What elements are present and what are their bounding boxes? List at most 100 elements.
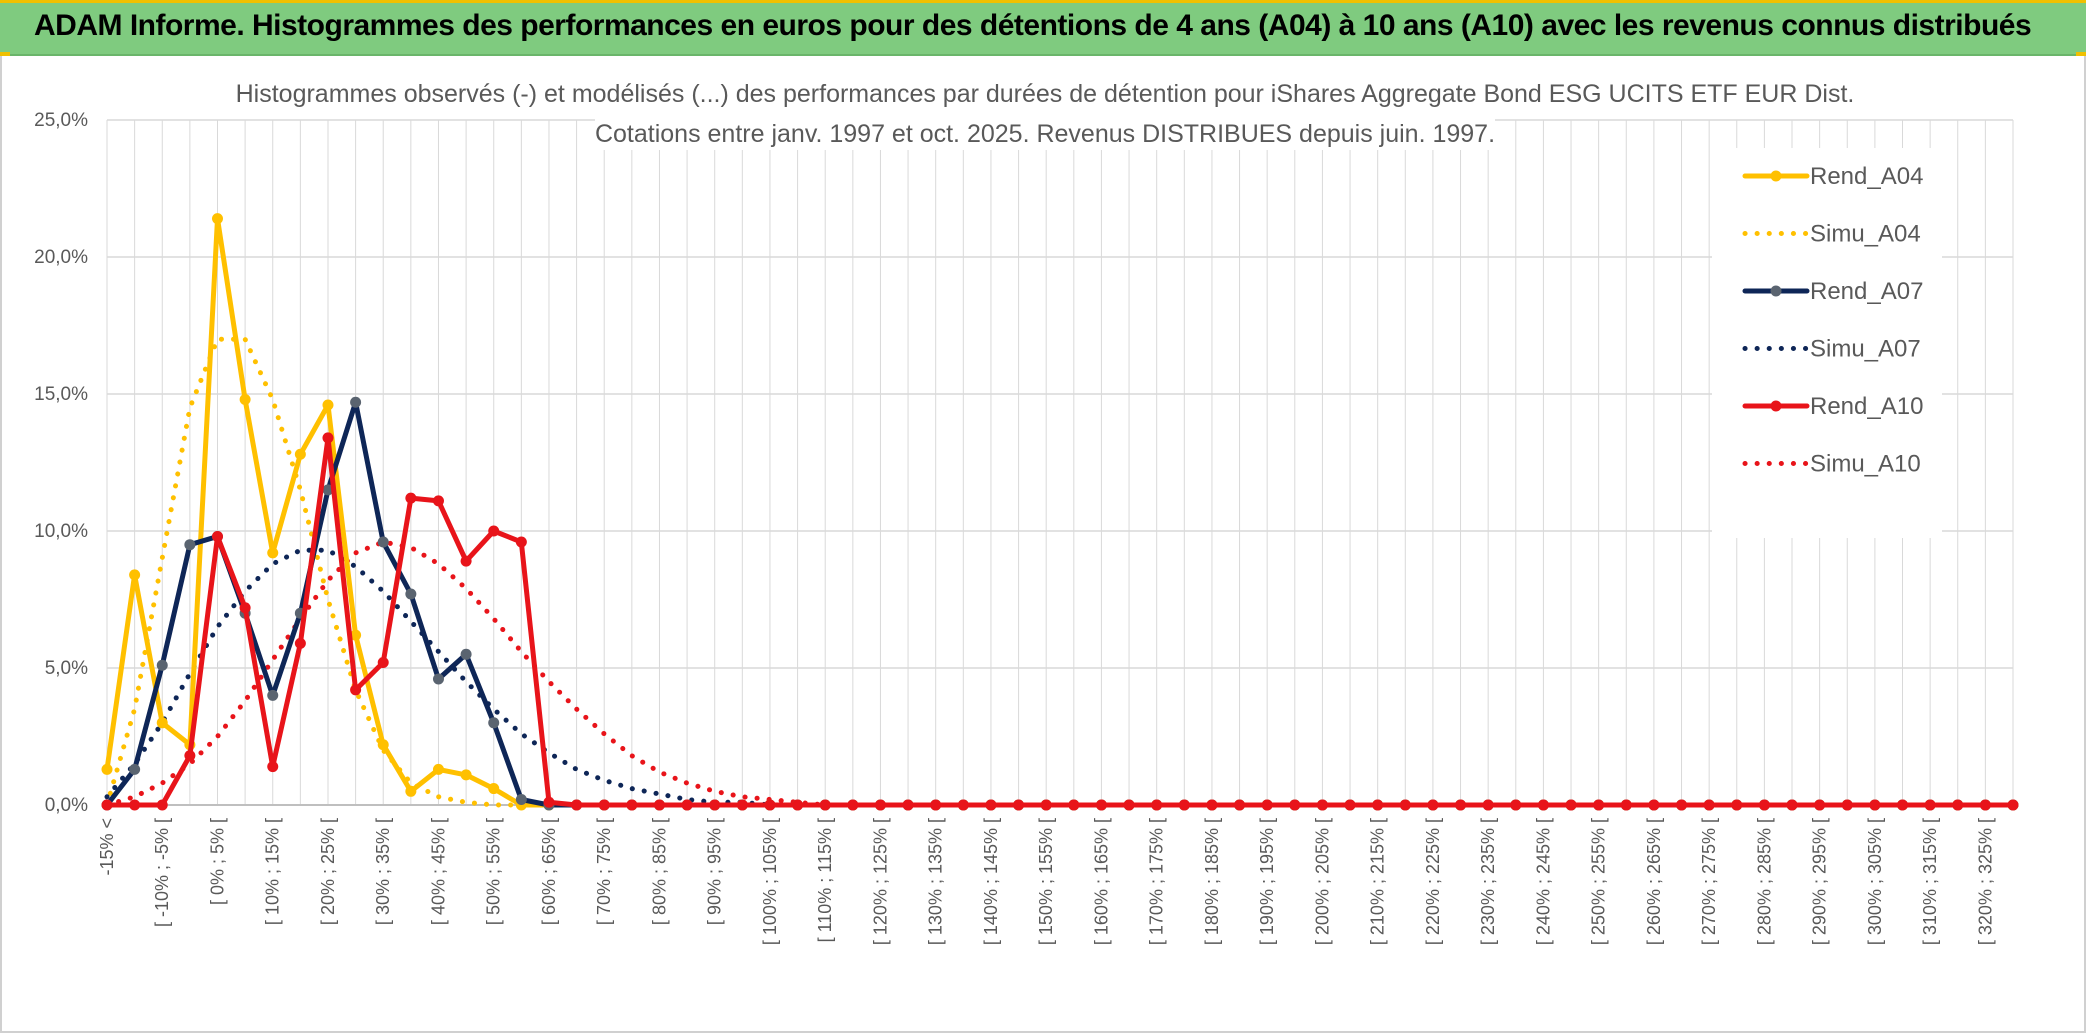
data-point-rend-a04 <box>294 448 306 460</box>
x-tick-label: [ 290% ; 295% [ <box>1810 818 1830 945</box>
chart-title-background <box>255 74 1835 110</box>
x-tick-label: [ 280% ; 285% [ <box>1754 818 1774 945</box>
legend-label-simu-a07: Simu_A07 <box>1810 336 1921 363</box>
legend-marker-rend-a10 <box>1770 400 1782 412</box>
x-tick-label: [ 150% ; 155% [ <box>1036 818 1056 945</box>
x-tick-label: [ 260% ; 265% [ <box>1644 818 1664 945</box>
x-tick-label: [ 230% ; 235% [ <box>1478 818 1498 945</box>
data-point-rend-a10 <box>294 637 306 649</box>
data-point-rend-a04 <box>350 629 362 641</box>
data-point-rend-a10 <box>488 525 500 537</box>
data-point-rend-a10 <box>432 495 444 507</box>
x-tick-label: [ 30% ; 35% [ <box>373 818 393 925</box>
data-point-rend-a10 <box>405 492 417 504</box>
data-point-rend-a10 <box>1178 799 1190 811</box>
data-point-rend-a10 <box>1869 799 1881 811</box>
data-point-rend-a07 <box>460 648 472 660</box>
x-tick-label: [ 140% ; 145% [ <box>981 818 1001 945</box>
data-point-rend-a10 <box>239 602 251 614</box>
report-title: ADAM Informe. Histogrammes des performan… <box>34 9 2032 42</box>
data-point-rend-a07 <box>405 588 417 600</box>
data-point-rend-a04 <box>267 547 279 559</box>
x-tick-label: [ -10% ; -5% [ <box>152 818 172 927</box>
x-tick-label: [ 180% ; 185% [ <box>1202 818 1222 945</box>
data-point-rend-a10 <box>930 799 942 811</box>
x-tick-label: [ 0% ; 5% [ <box>207 818 227 905</box>
data-point-rend-a10 <box>1676 799 1688 811</box>
x-tick-label: [ 10% ; 15% [ <box>263 818 283 925</box>
data-point-rend-a10 <box>1261 799 1273 811</box>
data-point-rend-a10 <box>736 799 748 811</box>
x-tick-label: [ 200% ; 205% [ <box>1312 818 1332 945</box>
chart-title-background <box>595 114 1495 150</box>
data-point-rend-a10 <box>1565 799 1577 811</box>
data-point-rend-a10 <box>874 799 886 811</box>
data-point-rend-a10 <box>1316 799 1328 811</box>
report-banner: ADAM Informe. Histogrammes des performan… <box>0 0 2086 56</box>
chart-title-line: Histogrammes observés (-) et modélisés (… <box>236 80 1855 108</box>
series-line-simu-a07 <box>104 547 2016 808</box>
data-point-rend-a10 <box>1510 799 1522 811</box>
data-point-rend-a10 <box>626 799 638 811</box>
data-point-rend-a04 <box>460 769 472 781</box>
data-point-rend-a10 <box>1593 799 1605 811</box>
x-tick-label: [ 100% ; 105% [ <box>760 818 780 945</box>
data-point-rend-a10 <box>653 799 665 811</box>
data-point-rend-a10 <box>571 799 583 811</box>
data-point-rend-a10 <box>1344 799 1356 811</box>
data-point-rend-a10 <box>322 432 334 444</box>
data-point-rend-a10 <box>101 799 113 811</box>
data-point-rend-a10 <box>709 799 721 811</box>
x-tick-label: [ 300% ; 305% [ <box>1865 818 1885 945</box>
x-tick-label: [ 270% ; 275% [ <box>1699 818 1719 945</box>
data-point-rend-a10 <box>957 799 969 811</box>
legend-label-simu-a04: Simu_A04 <box>1810 221 1921 248</box>
legend-label-rend-a07: Rend_A07 <box>1810 278 1923 305</box>
data-point-rend-a10 <box>1482 799 1494 811</box>
data-point-rend-a04 <box>129 569 141 581</box>
data-point-rend-a10 <box>267 761 279 773</box>
data-point-rend-a04 <box>405 785 417 797</box>
data-point-rend-a10 <box>1814 799 1826 811</box>
data-point-rend-a10 <box>211 530 223 542</box>
data-point-rend-a10 <box>377 657 389 669</box>
x-tick-label: [ 90% ; 95% [ <box>705 818 725 925</box>
x-tick-label: [ 220% ; 225% [ <box>1423 818 1443 945</box>
data-point-rend-a10 <box>1040 799 1052 811</box>
data-point-rend-a04 <box>322 399 334 411</box>
x-tick-label: [ 130% ; 135% [ <box>926 818 946 945</box>
data-point-rend-a10 <box>1537 799 1549 811</box>
data-point-rend-a04 <box>377 739 389 751</box>
corner-accent-right <box>2076 52 2086 56</box>
data-point-rend-a10 <box>847 799 859 811</box>
data-point-rend-a10 <box>543 796 555 808</box>
series-line-rend-a10 <box>104 435 2016 808</box>
x-tick-label: [ 40% ; 45% [ <box>428 818 448 925</box>
data-point-rend-a10 <box>1399 799 1411 811</box>
data-point-rend-a07 <box>184 539 196 551</box>
data-point-rend-a10 <box>598 799 610 811</box>
data-point-rend-a10 <box>1786 799 1798 811</box>
data-point-rend-a10 <box>1289 799 1301 811</box>
y-tick-label: 5,0% <box>45 658 88 679</box>
data-point-rend-a04 <box>488 783 500 795</box>
data-point-rend-a07 <box>129 763 141 775</box>
data-point-rend-a07 <box>432 673 444 685</box>
data-point-rend-a10 <box>1013 799 1025 811</box>
data-point-rend-a04 <box>211 213 223 225</box>
chart-title-line: Cotations entre janv. 1997 et oct. 2025.… <box>595 120 1495 148</box>
data-point-rend-a10 <box>985 799 997 811</box>
x-tick-label: [ 80% ; 85% [ <box>649 818 669 925</box>
data-point-rend-a10 <box>764 799 776 811</box>
data-point-rend-a10 <box>681 799 693 811</box>
x-tick-label: [ 20% ; 25% [ <box>318 818 338 925</box>
data-point-rend-a07 <box>515 794 527 806</box>
data-point-rend-a10 <box>1758 799 1770 811</box>
data-point-rend-a10 <box>1123 799 1135 811</box>
data-point-rend-a10 <box>792 799 804 811</box>
y-tick-label: 25,0% <box>34 110 88 131</box>
legend-marker-rend-a07 <box>1770 285 1782 297</box>
data-point-rend-a10 <box>2007 799 2019 811</box>
data-point-rend-a07 <box>377 536 389 548</box>
data-point-rend-a10 <box>1979 799 1991 811</box>
